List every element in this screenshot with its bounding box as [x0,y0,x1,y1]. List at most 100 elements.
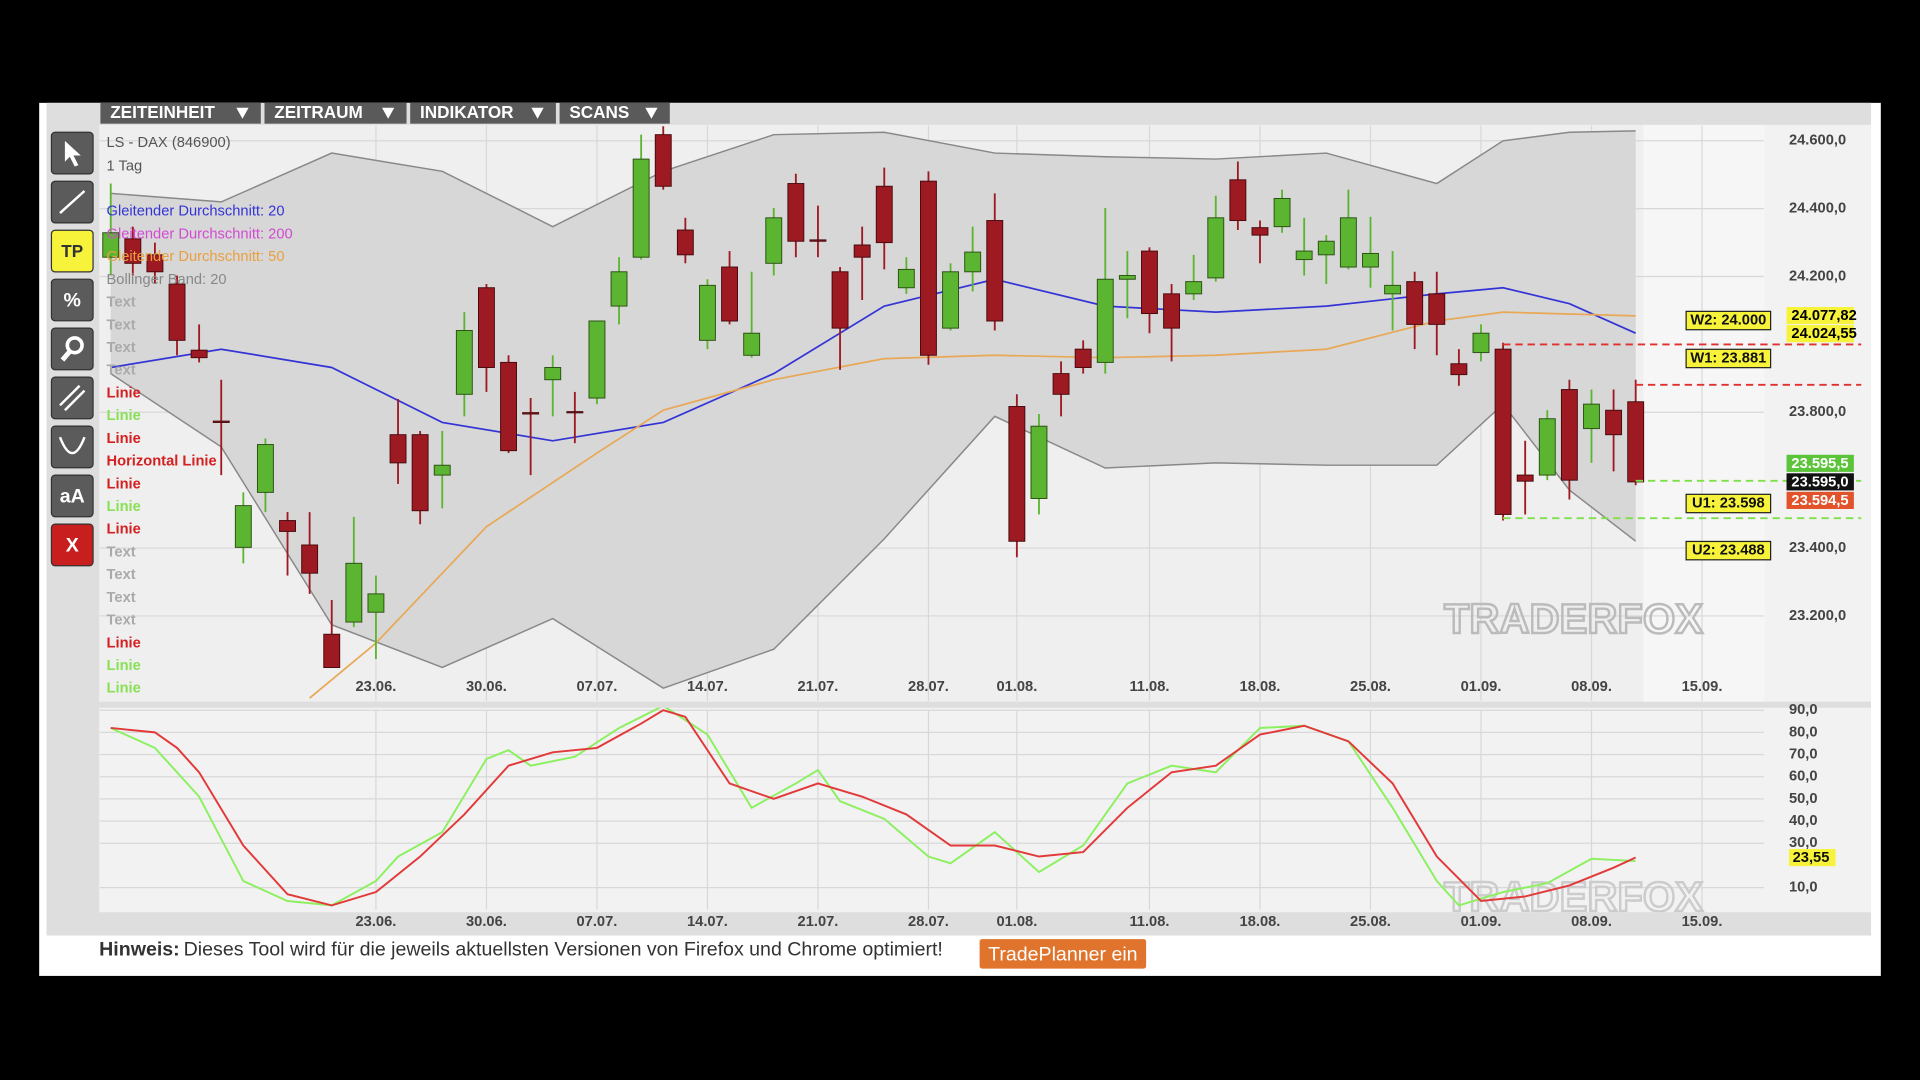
tool-label[interactable]: aA [60,485,85,507]
tool-icon[interactable] [60,349,72,362]
legend-period: 1 Tag [107,158,143,174]
legend-item: Linie [107,658,141,674]
tool-button[interactable] [50,327,94,371]
menu-arrow[interactable] [645,107,658,119]
moving-average [309,311,1636,699]
x-tick-label: 28.07. [908,914,949,930]
menu-item[interactable] [559,102,670,124]
x-tick-label: 15.09. [1682,914,1723,930]
y-tick-label: 24.600,0 [1789,133,1846,149]
candle-body [256,444,274,493]
price-tag [1786,306,1854,325]
candle-body [301,544,319,574]
candle-body [1163,293,1181,329]
tool-label[interactable]: % [64,289,81,311]
level-tag [1685,310,1772,331]
candle-body [234,505,252,548]
candle-body [1118,275,1136,280]
menu-item[interactable] [410,102,556,124]
candle-body [920,180,937,356]
candle-body [986,220,1004,322]
candle-body [455,330,473,395]
candle-body [1295,250,1313,261]
candle-body [1229,179,1247,222]
y-tick-label: 70,0 [1789,746,1818,762]
candle-body [323,633,341,669]
candle-body [964,251,982,273]
candle-body [1030,425,1048,499]
button-label[interactable]: TradePlanner ein [988,943,1137,965]
candle-body [1450,363,1468,376]
candle-body [411,434,429,512]
tool-button[interactable] [50,376,94,420]
tool-button[interactable] [50,425,94,469]
legend-item: Text [107,567,136,583]
price-tag [1786,454,1854,472]
candle-body [1074,348,1092,368]
watermark: TRADERFOX [1444,873,1703,920]
tool-icon[interactable] [59,384,81,407]
menu-item[interactable] [100,102,261,124]
menu-label[interactable]: INDIKATOR [420,102,514,122]
y-tick-label: 23.400,0 [1789,540,1846,556]
tool-icon[interactable] [58,436,86,455]
candle-body [566,411,584,414]
candle-body [1560,389,1578,481]
price-tag-label: 23.595,5 [1791,456,1848,472]
candle-body [544,367,562,381]
candle-body [853,244,871,258]
legend-item: Text [107,590,136,606]
legend-item: Linie [107,431,141,447]
candle-body [1627,401,1645,483]
last-tag-label: 23,55 [1793,850,1830,866]
candle-body [389,434,407,464]
menu-label[interactable]: ZEITEINHEIT [110,102,215,122]
tool-icon[interactable] [64,140,81,167]
price-tag [1786,473,1854,491]
candle-body [367,593,385,613]
candle-body [787,183,805,242]
tool-icon[interactable] [59,190,86,214]
watermark: TRADERFOX [1444,595,1703,642]
legend-item: Horizontal Linie [107,454,217,470]
x-tick-label: 08.09. [1571,679,1612,695]
band-fill [110,130,1636,689]
tool-button[interactable] [50,229,94,273]
price-tag-label: 23.594,5 [1791,493,1848,509]
candle-body [1096,278,1114,363]
menu-arrow[interactable] [382,107,395,119]
menu-label[interactable]: SCANS [569,102,629,122]
menu-arrow[interactable] [531,107,544,119]
menu-arrow[interactable] [236,107,249,119]
tool-icon[interactable] [65,336,84,355]
legend-item: Linie [107,681,141,697]
tradeplanner-button[interactable]: TradePlanner ein [979,939,1147,969]
candle-body [809,239,827,242]
tool-button[interactable] [50,474,94,518]
y-tick-label: 40,0 [1789,813,1818,829]
legend-item: Text [107,544,136,560]
candle-body [942,271,960,329]
tool-button[interactable] [50,523,94,567]
candle-body [190,349,208,359]
menu-item[interactable] [264,102,407,124]
candle-body [1141,250,1158,315]
candle-body [721,266,739,322]
candle-body [124,238,142,264]
tool-label[interactable]: X [66,534,79,556]
y-tick-label: 80,0 [1789,724,1818,740]
tool-label[interactable]: TP [61,241,83,261]
y-tick-label: 10,0 [1789,879,1818,895]
button-bg[interactable] [979,939,1147,969]
tool-button[interactable] [50,278,94,322]
menu-label[interactable]: ZEITRAUM [274,102,362,122]
stoch-axis [1764,707,1872,913]
level-tag [1685,348,1772,369]
level-label: U1: 23.598 [1692,495,1765,511]
x-tick-label: 23.06. [356,679,397,695]
legend-item: Linie [107,385,141,401]
price-tag-label: 24.077,82 [1791,308,1856,324]
tool-icon[interactable] [64,389,86,412]
y-tick-label: 23.800,0 [1789,404,1846,420]
